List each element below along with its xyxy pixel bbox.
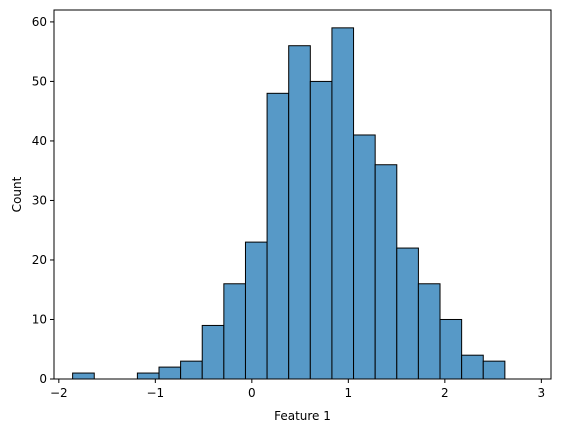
y-tick-label: 0 xyxy=(39,372,47,386)
histogram-bar xyxy=(482,360,506,380)
histogram-bar xyxy=(288,45,311,380)
x-axis-ticks: −2 −1 0 1 2 3 xyxy=(50,379,545,400)
histogram-bar xyxy=(331,27,355,380)
y-tick-label: 60 xyxy=(32,15,47,29)
x-tick-label: 2 xyxy=(441,386,449,400)
y-tick-label: 30 xyxy=(32,193,47,207)
plot-frame xyxy=(53,9,552,380)
x-tick-label: 1 xyxy=(345,386,353,400)
histogram-bar xyxy=(396,247,419,380)
histogram-bar xyxy=(439,318,463,380)
histogram-bar xyxy=(374,164,398,380)
histogram-bar xyxy=(266,92,290,380)
histogram-bar xyxy=(223,283,246,380)
x-tick-label: −1 xyxy=(146,386,164,400)
histogram-bar xyxy=(461,354,484,380)
y-tick-label: 10 xyxy=(32,312,47,326)
histogram-bar xyxy=(244,241,268,380)
histogram-bar xyxy=(309,80,333,380)
histogram-bar xyxy=(72,372,95,380)
histogram-bar xyxy=(136,372,160,380)
histogram-bar xyxy=(180,360,203,380)
x-axis-label: Feature 1 xyxy=(274,409,331,423)
x-tick-label: 3 xyxy=(538,386,546,400)
histogram-bar xyxy=(158,366,182,380)
x-tick-label: 0 xyxy=(248,386,256,400)
x-tick-label: −2 xyxy=(50,386,68,400)
y-axis-ticks: 0 10 20 30 40 50 60 xyxy=(32,15,54,386)
histogram-bar xyxy=(201,324,225,380)
y-tick-label: 40 xyxy=(32,134,47,148)
y-tick-label: 50 xyxy=(32,74,47,88)
histogram-bar xyxy=(417,283,441,380)
y-tick-label: 20 xyxy=(32,253,47,267)
y-axis-label: Count xyxy=(10,176,24,212)
histogram-bar xyxy=(353,134,376,380)
